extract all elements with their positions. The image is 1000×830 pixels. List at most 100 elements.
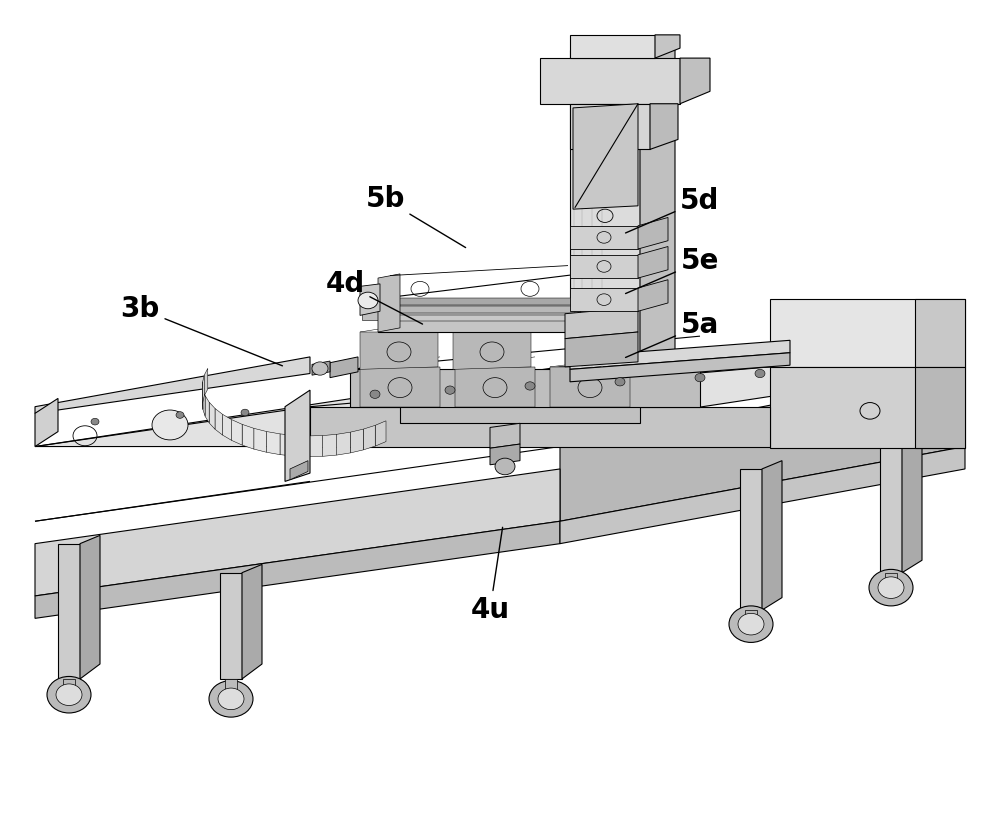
Polygon shape <box>565 307 638 339</box>
Polygon shape <box>35 469 560 596</box>
Circle shape <box>218 688 244 710</box>
Polygon shape <box>380 306 575 313</box>
Circle shape <box>91 418 99 425</box>
Polygon shape <box>638 247 668 278</box>
Polygon shape <box>378 299 580 332</box>
Polygon shape <box>63 679 75 695</box>
Polygon shape <box>455 357 535 367</box>
Polygon shape <box>880 432 902 573</box>
Polygon shape <box>638 280 668 311</box>
Polygon shape <box>745 610 757 624</box>
Polygon shape <box>915 367 965 448</box>
Text: 4d: 4d <box>325 270 423 324</box>
Polygon shape <box>35 447 560 521</box>
Polygon shape <box>35 481 310 521</box>
Polygon shape <box>294 436 308 456</box>
Polygon shape <box>640 50 675 367</box>
Polygon shape <box>380 298 575 305</box>
Polygon shape <box>500 299 555 320</box>
Polygon shape <box>350 429 363 453</box>
Text: 5a: 5a <box>626 311 719 358</box>
Polygon shape <box>225 679 237 699</box>
Polygon shape <box>323 434 337 457</box>
Polygon shape <box>290 461 308 480</box>
Circle shape <box>56 684 82 706</box>
Text: 5d: 5d <box>626 187 720 233</box>
Polygon shape <box>330 357 358 378</box>
Circle shape <box>695 374 705 382</box>
Polygon shape <box>770 367 965 448</box>
Polygon shape <box>205 396 209 423</box>
Circle shape <box>525 382 535 390</box>
Polygon shape <box>570 255 638 278</box>
Polygon shape <box>337 432 350 455</box>
Polygon shape <box>360 357 440 367</box>
Polygon shape <box>350 369 700 407</box>
Polygon shape <box>453 320 531 332</box>
Polygon shape <box>310 367 770 407</box>
Circle shape <box>445 386 455 394</box>
Polygon shape <box>360 332 438 369</box>
Polygon shape <box>770 299 965 367</box>
Circle shape <box>358 292 378 309</box>
Polygon shape <box>655 35 680 58</box>
Polygon shape <box>550 367 630 407</box>
Polygon shape <box>242 564 262 679</box>
Polygon shape <box>570 104 650 149</box>
Polygon shape <box>35 398 58 447</box>
Circle shape <box>738 613 764 635</box>
Polygon shape <box>400 400 640 423</box>
Polygon shape <box>400 374 640 400</box>
Circle shape <box>241 409 249 416</box>
Text: 3b: 3b <box>120 295 282 366</box>
Polygon shape <box>360 284 380 315</box>
Polygon shape <box>203 375 204 403</box>
Circle shape <box>312 362 328 375</box>
Polygon shape <box>35 407 310 447</box>
Polygon shape <box>570 35 655 58</box>
Polygon shape <box>35 357 310 413</box>
Polygon shape <box>280 434 294 457</box>
Polygon shape <box>350 336 700 369</box>
Polygon shape <box>573 104 638 209</box>
Polygon shape <box>209 403 215 429</box>
Polygon shape <box>220 573 242 679</box>
Polygon shape <box>378 274 400 332</box>
Polygon shape <box>375 421 386 446</box>
Circle shape <box>47 676 91 713</box>
Circle shape <box>755 369 765 378</box>
Polygon shape <box>565 332 638 367</box>
Polygon shape <box>285 390 310 481</box>
Polygon shape <box>378 274 580 299</box>
Polygon shape <box>885 573 897 588</box>
Polygon shape <box>570 340 790 369</box>
Polygon shape <box>310 407 770 447</box>
Circle shape <box>176 412 184 418</box>
Polygon shape <box>308 436 323 456</box>
Polygon shape <box>455 367 535 407</box>
Circle shape <box>878 577 904 598</box>
Polygon shape <box>223 414 232 441</box>
Text: 4u: 4u <box>470 527 510 624</box>
Text: 5e: 5e <box>626 247 719 294</box>
Polygon shape <box>432 299 487 320</box>
Polygon shape <box>242 424 254 449</box>
Text: 5b: 5b <box>365 185 466 247</box>
Polygon shape <box>638 217 668 249</box>
Circle shape <box>495 458 515 475</box>
Polygon shape <box>312 361 330 375</box>
Polygon shape <box>232 420 242 445</box>
Polygon shape <box>915 299 965 367</box>
Polygon shape <box>560 367 965 521</box>
Polygon shape <box>550 357 630 367</box>
Polygon shape <box>360 320 438 332</box>
Polygon shape <box>490 444 520 465</box>
Circle shape <box>209 681 253 717</box>
Polygon shape <box>902 423 922 573</box>
Polygon shape <box>570 353 790 382</box>
Polygon shape <box>680 58 710 104</box>
Polygon shape <box>363 425 375 450</box>
Polygon shape <box>390 266 568 276</box>
Polygon shape <box>58 544 80 679</box>
Polygon shape <box>570 50 640 367</box>
